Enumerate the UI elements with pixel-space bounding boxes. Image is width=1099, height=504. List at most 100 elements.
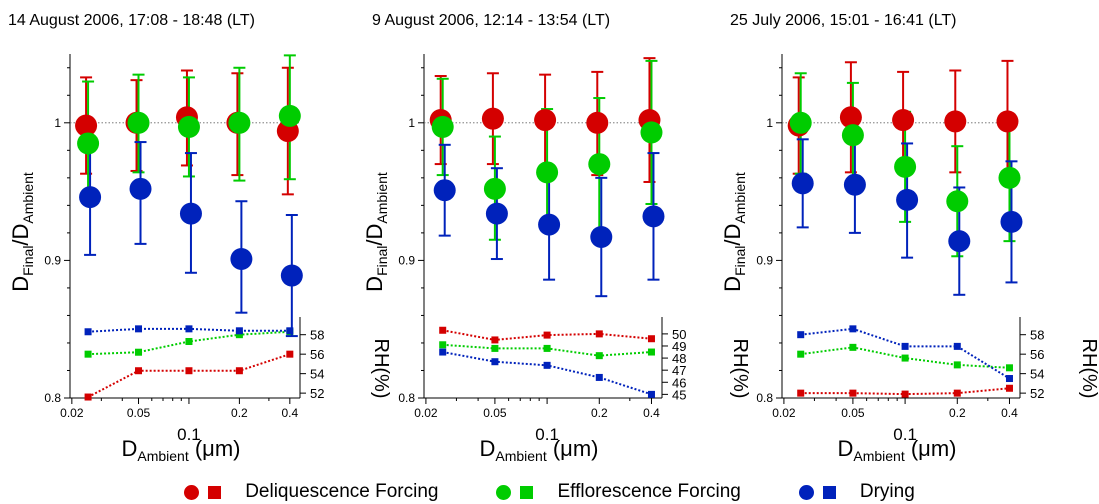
x-axis-label: DAmbient (μm) xyxy=(837,436,956,464)
rh-tick-label: 47 xyxy=(672,363,686,378)
x-tick-label: 0.05 xyxy=(841,406,865,420)
point-efflorescence-forcing xyxy=(278,104,301,127)
panel-1: 14 August 2006, 17:08 - 18:48 (LT) 0.8 0.9… xyxy=(8,12,392,464)
point-efflorescence-forcing xyxy=(894,155,917,178)
panel-title: 25 July 2006, 15:01 - 16:41 (LT) xyxy=(730,12,957,29)
rh-point-deliquescence-forcing xyxy=(647,335,655,343)
point-drying xyxy=(896,188,919,211)
panel-title: 9 August 2006, 12:14 - 13:54 (LT) xyxy=(372,12,610,29)
rh-tick-label: 49 xyxy=(672,339,686,354)
point-deliquescence-forcing xyxy=(481,107,504,130)
point-efflorescence-forcing xyxy=(483,177,506,200)
rh-point-drying xyxy=(797,331,805,339)
rh-tick-label: 58 xyxy=(310,328,324,343)
rh-point-efflorescence-forcing xyxy=(439,341,447,349)
point-efflorescence-forcing xyxy=(640,121,663,144)
rh-point-deliquescence-forcing xyxy=(439,326,447,334)
rh-point-drying xyxy=(953,342,961,350)
point-drying xyxy=(280,264,303,287)
rh-tick-label: 50 xyxy=(672,327,686,342)
point-deliquescence-forcing xyxy=(892,109,915,132)
point-deliquescence-forcing xyxy=(996,110,1019,133)
rh-tick-label: 56 xyxy=(1030,347,1044,362)
rh-point-efflorescence-forcing xyxy=(1005,364,1013,372)
point-efflorescence-forcing xyxy=(536,161,559,184)
y-tick-label: 1 xyxy=(54,116,61,130)
x-tick-label: 0.1 xyxy=(177,425,201,444)
rh-point-deliquescence-forcing xyxy=(901,390,909,398)
rh-point-drying xyxy=(135,325,143,333)
point-drying xyxy=(948,230,971,253)
point-deliquescence-forcing xyxy=(586,111,609,134)
y-axis-label: DFinal/DAmbient xyxy=(362,172,390,292)
legend-circle-deliquescence xyxy=(184,484,200,500)
rh-point-deliquescence-forcing xyxy=(595,330,603,338)
point-drying xyxy=(1000,210,1023,233)
rh-point-deliquescence-forcing xyxy=(84,393,92,401)
point-drying xyxy=(485,202,508,225)
point-efflorescence-forcing xyxy=(77,132,100,155)
rh-point-efflorescence-forcing xyxy=(135,348,143,356)
point-efflorescence-forcing xyxy=(431,115,454,138)
x-tick-label: 0.4 xyxy=(1001,406,1018,420)
point-efflorescence-forcing xyxy=(228,111,251,134)
rh-tick-label: 58 xyxy=(1030,328,1044,343)
x-tick-label: 0.05 xyxy=(127,406,151,420)
y-tick-label: 0.9 xyxy=(398,253,415,267)
x-tick-label: 0.1 xyxy=(893,425,917,444)
legend-item-efflorescence: Efflorescence Forcing xyxy=(496,481,741,503)
y-tick-label: 1 xyxy=(408,116,415,130)
y-tick-label: 0.9 xyxy=(756,253,773,267)
rh-tick-label: 56 xyxy=(310,347,324,362)
rh-point-deliquescence-forcing xyxy=(235,367,243,375)
point-deliquescence-forcing xyxy=(944,110,967,133)
rh-tick-label: 52 xyxy=(1030,386,1044,401)
x-tick-label: 0.2 xyxy=(591,406,608,420)
point-drying xyxy=(179,202,202,225)
rh-tick-label: 54 xyxy=(310,367,324,382)
panel-3: 25 July 2006, 15:01 - 16:41 (LT) 0.8 0.9 1 0… xyxy=(720,12,1099,464)
y-tick-label: 0.8 xyxy=(398,391,415,405)
point-drying xyxy=(433,179,456,202)
rh-axis-label: RH(%) xyxy=(370,339,392,399)
rh-tick-label: 46 xyxy=(672,375,686,390)
figure: 14 August 2006, 17:08 - 18:48 (LT) 0.8 0.9… xyxy=(8,12,1099,464)
rh-point-deliquescence-forcing xyxy=(849,389,857,397)
rh-point-drying xyxy=(491,358,499,366)
point-drying xyxy=(538,213,561,236)
rh-point-efflorescence-forcing xyxy=(647,348,655,356)
x-tick-label: 0.4 xyxy=(643,406,660,420)
legend-square-deliquescence xyxy=(208,485,222,499)
legend-circle-drying xyxy=(798,484,814,500)
legend-item-deliquescence: Deliquescence Forcing xyxy=(184,481,438,503)
rh-point-drying xyxy=(84,328,92,336)
point-efflorescence-forcing xyxy=(946,190,969,213)
rh-tick-label: 45 xyxy=(672,387,686,402)
legend-label-deliquescence: Deliquescence Forcing xyxy=(245,481,439,502)
rh-point-drying xyxy=(286,327,294,335)
y-tick-label: 1 xyxy=(766,116,773,130)
x-tick-label: 0.02 xyxy=(414,406,438,420)
point-efflorescence-forcing xyxy=(588,153,611,176)
rh-point-efflorescence-forcing xyxy=(491,344,499,352)
rh-point-efflorescence-forcing xyxy=(901,354,909,362)
point-drying xyxy=(843,173,866,196)
rh-tick-label: 48 xyxy=(672,351,686,366)
point-deliquescence-forcing xyxy=(534,109,557,132)
legend-item-drying: Drying xyxy=(798,481,915,503)
point-deliquescence-forcing xyxy=(839,106,862,129)
rh-axis-label: RH(%) xyxy=(729,339,751,399)
rh-tick-label: 54 xyxy=(1030,367,1044,382)
rh-point-efflorescence-forcing xyxy=(953,361,961,369)
point-drying xyxy=(79,186,102,209)
rh-point-efflorescence-forcing xyxy=(84,350,92,358)
x-tick-label: 0.02 xyxy=(60,406,84,420)
rh-point-efflorescence-forcing xyxy=(543,344,551,352)
y-tick-label: 0.9 xyxy=(44,253,61,267)
rh-point-drying xyxy=(1005,375,1013,383)
point-efflorescence-forcing xyxy=(998,166,1021,189)
rh-point-deliquescence-forcing xyxy=(491,336,499,344)
rh-point-efflorescence-forcing xyxy=(595,352,603,360)
rh-point-efflorescence-forcing xyxy=(185,338,193,346)
panel-2: 9 August 2006, 12:14 - 13:54 (LT) 0.8 0.9 1… xyxy=(362,12,751,464)
